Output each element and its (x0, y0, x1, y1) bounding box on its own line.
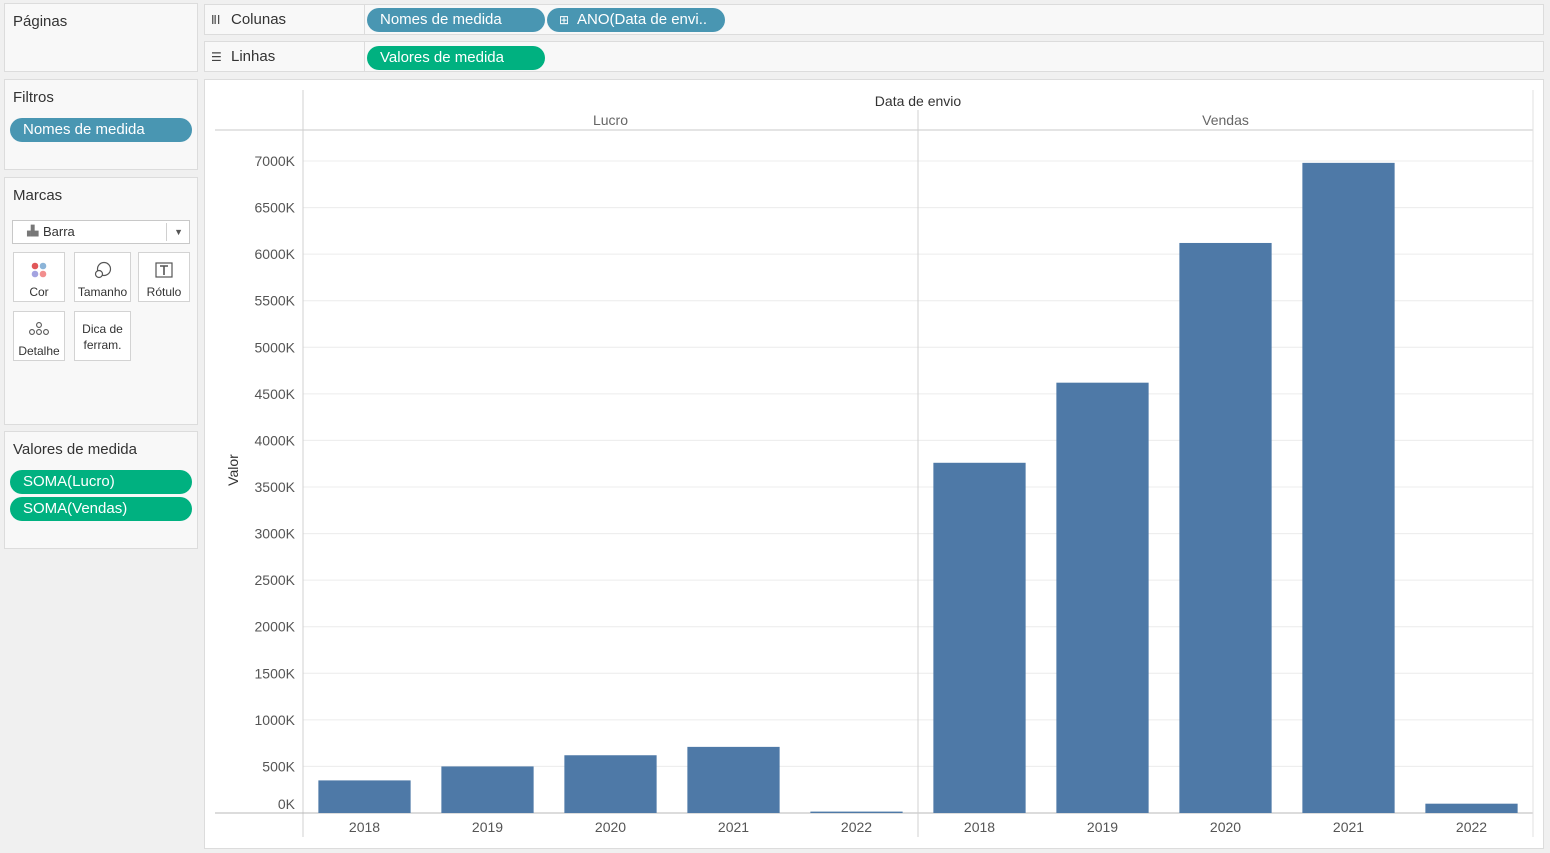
y-tick-label: 6000K (255, 246, 296, 262)
bar[interactable] (1179, 242, 1272, 814)
columns-label-text: Colunas (231, 11, 287, 28)
y-tick-label: 4500K (255, 386, 296, 402)
x-tick-label: 2018 (349, 819, 380, 835)
expand-icon: ⊞ (559, 13, 570, 27)
y-tick-label: 1000K (255, 712, 296, 728)
label-button-label: Rótulo (146, 285, 182, 299)
pages-card[interactable]: Páginas (4, 3, 198, 72)
x-tick-label: 2020 (595, 819, 626, 835)
x-tick-label: 2022 (841, 819, 872, 835)
dropdown-divider (166, 223, 167, 241)
pill-measure-values[interactable]: Valores de medida (367, 46, 545, 70)
bar[interactable] (441, 766, 534, 813)
measure-values-card-title: Valores de medida (13, 441, 137, 458)
rows-shelf[interactable]: ☰ Linhas Valores de medida (204, 41, 1544, 72)
color-button[interactable]: Cor (13, 252, 65, 302)
bar-chart[interactable]: Data de envio Valor 0K 500K 1000K 1500K 2000… (205, 80, 1543, 848)
pill-year-ship-date[interactable]: ⊞ ANO(Data de envi.. (547, 8, 725, 32)
pill-year-ship-date-label: ANO(Data de envi.. (577, 11, 708, 28)
y-tick-label: 0K (278, 796, 296, 812)
filters-card[interactable]: Filtros Nomes de medida (4, 79, 198, 170)
panel-lucro: Lucro 2018 2019 2020 2021 2022 (318, 112, 903, 835)
detail-icon (14, 320, 64, 341)
label-button[interactable]: Rótulo (138, 252, 190, 302)
bar[interactable] (318, 780, 411, 813)
panel-vendas: Vendas 2018 2019 2020 2021 2022 (917, 110, 1518, 837)
x-tick-label: 2021 (718, 819, 749, 835)
bar[interactable] (564, 755, 657, 813)
panel-header: Vendas (1202, 112, 1249, 128)
size-button[interactable]: Tamanho (74, 252, 131, 302)
filter-pill-measure-names[interactable]: Nomes de medida (10, 118, 192, 142)
detail-button[interactable]: Detalhe (13, 311, 65, 361)
panels: Lucro 2018 2019 2020 2021 2022 Vendas 2018 2019 2… (318, 110, 1518, 837)
y-tick-label: 5000K (255, 339, 296, 355)
x-tick-label: 2019 (472, 819, 503, 835)
shelf-divider (364, 5, 365, 34)
y-tick-label: 3500K (255, 479, 296, 495)
y-axis-title: Valor (225, 454, 241, 486)
bar[interactable] (1056, 382, 1149, 813)
x-tick-label: 2020 (1210, 819, 1241, 835)
rows-icon: ☰ (211, 50, 222, 64)
label-icon (139, 261, 189, 282)
y-axis: 0K 500K 1000K 1500K 2000K 2500K 3000K 3500K 4000… (255, 153, 296, 812)
panel-header: Lucro (593, 112, 628, 128)
x-tick-label: 2019 (1087, 819, 1118, 835)
y-tick-label: 500K (262, 758, 295, 774)
x-tick-label: 2021 (1333, 819, 1364, 835)
filters-card-title: Filtros (13, 89, 54, 106)
columns-icon: ⅡⅠ (211, 13, 221, 27)
size-icon (75, 261, 130, 282)
chart-title: Data de envio (875, 93, 962, 109)
measure-values-card[interactable]: Valores de medida SOMA(Lucro) SOMA(Venda… (4, 431, 198, 549)
columns-shelf[interactable]: ⅡⅠ Colunas Nomes de medida ⊞ ANO(Data de … (204, 4, 1544, 35)
marks-card[interactable]: Marcas ▗▙ Barra ▼ Cor Tamanho (4, 177, 198, 425)
tooltip-button[interactable]: Dica de ferram. (74, 311, 131, 361)
y-tick-label: 6500K (255, 200, 296, 216)
pages-card-title: Páginas (13, 13, 68, 30)
size-button-label: Tamanho (77, 285, 128, 299)
bar[interactable] (933, 462, 1026, 813)
y-tick-label: 2500K (255, 572, 296, 588)
measure-pill-sum-sales[interactable]: SOMA(Vendas) (10, 497, 192, 521)
y-tick-label: 1500K (255, 665, 296, 681)
pill-measure-names[interactable]: Nomes de medida (367, 8, 545, 32)
measure-pill-sum-profit[interactable]: SOMA(Lucro) (10, 470, 192, 494)
detail-button-label: Detalhe (18, 344, 60, 358)
bar-chart-icon: ▗▙ (23, 226, 39, 237)
y-tick-label: 3000K (255, 526, 296, 542)
chevron-down-icon: ▼ (174, 227, 183, 237)
y-tick-label: 4000K (255, 432, 296, 448)
bar[interactable] (687, 746, 780, 813)
y-tick-label: 2000K (255, 619, 296, 635)
y-tick-label: 5500K (255, 293, 296, 309)
rows-label-text: Linhas (231, 48, 276, 65)
bar[interactable] (810, 811, 903, 813)
x-tick-label: 2022 (1456, 819, 1487, 835)
bar[interactable] (1425, 803, 1518, 813)
mark-type-dropdown[interactable]: ▗▙ Barra ▼ (12, 220, 190, 244)
rows-shelf-label: ☰ Linhas (211, 42, 275, 72)
shelf-divider (364, 42, 365, 71)
marks-card-title: Marcas (13, 187, 63, 204)
color-button-label: Cor (29, 285, 49, 299)
tooltip-button-label: Dica de ferram. (82, 322, 123, 352)
bar[interactable] (1302, 162, 1395, 813)
columns-shelf-label: ⅡⅠ Colunas (211, 5, 286, 35)
y-tick-label: 7000K (255, 153, 296, 169)
viz-area[interactable]: Data de envio Valor 0K 500K 1000K 1500K 2000… (204, 79, 1544, 849)
x-tick-label: 2018 (964, 819, 995, 835)
color-icon (14, 261, 64, 282)
mark-type-label: Barra (43, 224, 75, 239)
